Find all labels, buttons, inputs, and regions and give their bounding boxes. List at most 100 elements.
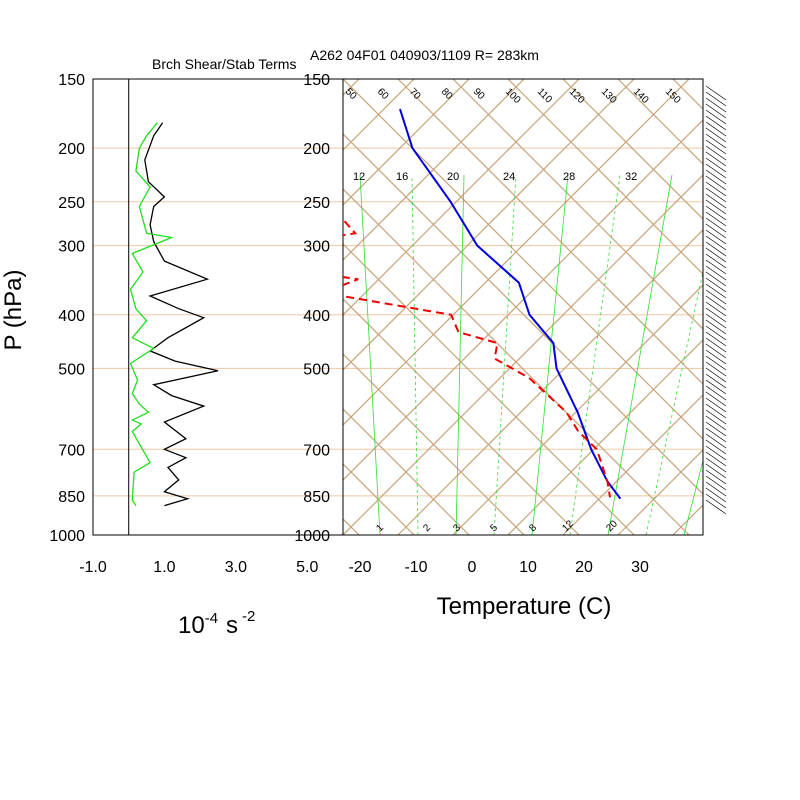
wind-barb	[705, 85, 727, 101]
dry-adiabat-line	[343, 133, 703, 495]
wind-barb	[705, 205, 727, 221]
left-pressure-tick-label: 200	[58, 141, 85, 158]
dry-adiabat-line	[452, 79, 703, 330]
wind-barb	[705, 241, 727, 257]
left-pressure-tick-label: 850	[58, 489, 85, 506]
shear-term-line	[144, 122, 219, 507]
mixing-ratio-label-top: 20	[447, 171, 459, 183]
mixing-ratio-label-top: 24	[503, 171, 515, 183]
isotherm-line	[343, 79, 580, 316]
mixing-ratio-line	[493, 174, 517, 535]
wind-barb	[705, 301, 727, 317]
isotherm-line	[562, 394, 703, 535]
wind-barb	[705, 367, 727, 383]
right-pressure-tick-label: 850	[303, 489, 330, 506]
left-pressure-tick-label: 1000	[49, 528, 85, 545]
theta-label: 130	[599, 86, 619, 106]
wind-barb	[705, 283, 727, 299]
wind-barb	[705, 427, 727, 443]
wind-barb	[705, 439, 727, 455]
left-xlabel-unit-exponent: -2	[242, 608, 255, 625]
mixing-ratio-label-bottom: 5	[488, 522, 500, 534]
theta-label: 50	[343, 86, 359, 102]
wind-barb	[705, 409, 727, 425]
isotherm-line	[343, 174, 703, 535]
wind-barb	[705, 361, 727, 377]
isotherm-line	[0, 75, 198, 535]
dry-adiabat-line	[343, 353, 525, 535]
wind-barb	[705, 481, 727, 497]
wind-barb	[705, 217, 727, 233]
wind-barb	[705, 313, 727, 329]
left-x-tick-label: 5.0	[296, 559, 318, 576]
wind-barb	[705, 223, 727, 239]
wind-barb	[705, 247, 727, 263]
wind-barb	[705, 349, 727, 365]
theta-label: 140	[631, 86, 651, 106]
isotherm-line	[343, 79, 635, 371]
isotherm-line	[507, 339, 703, 535]
wind-barb	[705, 181, 727, 197]
wind-barb	[705, 337, 727, 353]
mixing-ratio-label-top: 28	[563, 171, 575, 183]
isotherm-line	[617, 449, 703, 535]
temperature-tick-label: -20	[348, 559, 371, 576]
right-panel-title: A262 04F01 040903/1109 R= 283km	[310, 47, 539, 63]
wind-barb	[705, 451, 727, 467]
left-pressure-tick-label: 250	[58, 195, 85, 212]
wind-barb	[705, 259, 727, 275]
shear-stab-panel	[129, 122, 219, 507]
wind-barbs	[705, 85, 727, 515]
wind-barb	[705, 91, 727, 107]
isotherm-line	[452, 284, 703, 535]
mixing-ratio-line	[569, 174, 621, 535]
dry-adiabat-line	[562, 79, 703, 220]
wind-barb	[705, 475, 727, 491]
theta-label: 100	[503, 86, 523, 106]
temperature-tick-label: 0	[468, 559, 477, 576]
wind-barb	[705, 145, 727, 161]
wind-barb	[705, 445, 727, 461]
left-xlabel-exponent: -4	[205, 610, 218, 627]
right-pressure-tick-label: 400	[303, 308, 330, 325]
mixing-ratio-label-bottom: 2	[421, 522, 433, 534]
wind-barb	[705, 199, 727, 215]
wind-barb	[705, 487, 727, 503]
pressure-grid-lines	[93, 78, 703, 536]
wind-barb	[705, 457, 727, 473]
right-panel-frame	[342, 78, 704, 536]
isotherm-line	[672, 504, 703, 535]
wind-barb	[705, 271, 727, 287]
wind-barb	[705, 499, 727, 515]
isotherm-line	[343, 79, 690, 426]
mixing-ratio-line	[359, 174, 381, 535]
wind-barb	[705, 139, 727, 155]
mixing-ratio-label-bottom: 1	[374, 522, 386, 534]
left-pressure-tick-label: 700	[58, 442, 85, 459]
wind-barb	[705, 391, 727, 407]
isotherm-line	[343, 79, 525, 261]
mixing-ratio-label-bottom: 20	[604, 518, 620, 534]
left-xlabel-base: 10	[178, 612, 205, 639]
left-pressure-tick-label: 400	[58, 308, 85, 325]
wind-barb	[705, 379, 727, 395]
wind-barb	[705, 331, 727, 347]
left-x-tick-label: 1.0	[153, 559, 175, 576]
mixing-ratio-label-bottom: 12	[560, 518, 576, 534]
mixing-ratio-line	[531, 174, 569, 535]
mixing-ratio-line	[411, 174, 419, 535]
mixing-ratio-label-top: 12	[353, 171, 365, 183]
dry-adiabat-line	[343, 243, 635, 535]
plot-frames	[92, 78, 704, 536]
left-pressure-tick-label: 500	[58, 361, 85, 378]
wind-barb	[705, 421, 727, 437]
wind-barb	[705, 193, 727, 209]
dry-adiabat-line	[343, 79, 703, 440]
right-pressure-tick-label: 150	[303, 72, 330, 89]
stability-term-line	[129, 122, 174, 506]
wind-barb	[705, 463, 727, 479]
temperature-profile-line	[399, 108, 622, 500]
wind-barb	[705, 307, 727, 323]
dry-adiabat-line	[397, 79, 703, 385]
